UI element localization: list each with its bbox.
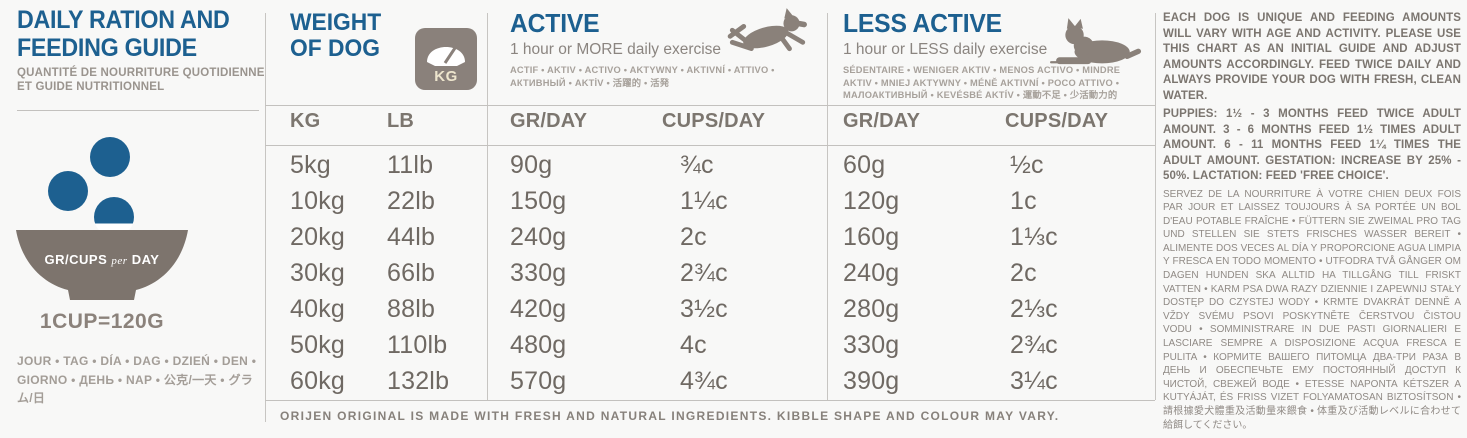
active-translations: ACTIF • AKTIV • ACTIVO • AKTYWNY • AKTIV… <box>510 65 775 88</box>
table-cell: 120g <box>843 187 900 215</box>
table-cell: 4c <box>680 331 707 359</box>
table-row: 30kg 66lb 330g 2¾c 240g 2c <box>265 255 1155 291</box>
divider <box>827 13 828 400</box>
lying-dog-icon <box>1050 18 1142 65</box>
weight-of-dog-heading: WEIGHT OF DOG <box>290 9 382 62</box>
feeding-table: 5kg 11lb 90g ¾c 60g ½c 10kg 22lb 150g 1¼… <box>265 147 1155 399</box>
feeding-notes-panel: EACH DOG IS UNIQUE AND FEEDING AMOUNTS W… <box>1163 11 1461 432</box>
table-cell: 60g <box>843 151 886 179</box>
table-cell: 110lb <box>387 331 448 359</box>
column-header-less-gr: GR/DAY <box>843 110 921 132</box>
column-header-lb: LB <box>387 110 415 132</box>
table-cell: 2c <box>680 223 707 251</box>
bowl-label: GR/CUPS per DAY <box>14 252 190 267</box>
day-translations: JOUR • TAG • DÍA • DAG • DZIEŃ • DEN • G… <box>17 354 257 405</box>
bowl-label-per: per <box>111 255 128 267</box>
less-active-translations: SÉDENTAIRE • WENIGER AKTIV • MENOS ACTIV… <box>843 65 1121 100</box>
column-header-active-cups: CUPS/DAY <box>662 110 766 132</box>
table-cell: 2⅓c <box>1010 295 1058 323</box>
feeding-note-translations: SERVEZ DE LA NOURRITURE À VOTRE CHIEN DE… <box>1163 188 1461 431</box>
divider <box>1155 13 1156 400</box>
table-cell: 88lb <box>387 295 436 323</box>
table-cell: 420g <box>510 295 567 323</box>
table-row: 40kg 88lb 420g 3½c 280g 2⅓c <box>265 291 1155 327</box>
puppies-feeding-note: PUPPIES: 1½ - 3 MONTHS FEED TWICE ADULT … <box>1163 108 1461 182</box>
divider <box>17 110 259 111</box>
table-cell: 30kg <box>290 259 346 287</box>
table-cell: 1c <box>1010 187 1037 215</box>
table-cell: 280g <box>843 295 900 323</box>
table-cell: 1⅓c <box>1010 223 1058 251</box>
table-cell: 3½c <box>680 295 728 323</box>
kibble-dot-icon <box>48 171 88 211</box>
table-cell: 90g <box>510 151 553 179</box>
table-cell: 2¾c <box>1010 331 1058 359</box>
table-cell: 10kg <box>290 187 346 215</box>
table-cell: 240g <box>510 223 567 251</box>
table-cell: 480g <box>510 331 567 359</box>
table-row: 50kg 110lb 480g 4c 330g 2¾c <box>265 327 1155 363</box>
table-cell: 1¼c <box>680 187 728 215</box>
column-header-active-gr: GR/DAY <box>510 110 588 132</box>
page-title: DAILY RATION AND FEEDING GUIDE <box>17 6 230 62</box>
column-header-less-cups: CUPS/DAY <box>1005 110 1109 132</box>
table-cell: 22lb <box>387 187 436 215</box>
table-cell: ¾c <box>680 151 714 179</box>
active-heading: ACTIVE <box>510 8 600 38</box>
table-cell: 150g <box>510 187 567 215</box>
kibble-dot-icon <box>90 137 130 177</box>
scale-kg-label: KG <box>434 68 458 85</box>
divider <box>487 13 488 400</box>
divider <box>265 13 266 422</box>
table-row: 10kg 22lb 150g 1¼c 120g 1c <box>265 183 1155 219</box>
general-feeding-note: EACH DOG IS UNIQUE AND FEEDING AMOUNTS W… <box>1163 12 1461 102</box>
table-cell: 60kg <box>290 367 346 395</box>
column-header-kg: KG <box>290 110 321 132</box>
table-cell: 5kg <box>290 151 331 179</box>
active-subtitle: 1 hour or MORE daily exercise <box>510 41 722 58</box>
table-cell: 160g <box>843 223 900 251</box>
table-cell: 330g <box>843 331 900 359</box>
less-active-subtitle: 1 hour or LESS daily exercise <box>843 41 1048 58</box>
table-cell: 240g <box>843 259 900 287</box>
table-cell: 2¾c <box>680 259 728 287</box>
table-cell: 44lb <box>387 223 436 251</box>
scale-dial-icon <box>427 44 465 66</box>
table-cell: 3¼c <box>1010 367 1058 395</box>
divider <box>265 105 1155 106</box>
table-cell: 66lb <box>387 259 436 287</box>
page-subtitle-french: QUANTITÉ DE NOURRITURE QUOTIDIENNE ET GU… <box>17 67 265 93</box>
bowl-shape-icon <box>16 230 188 300</box>
kibble-footnote: ORIJEN ORIGINAL IS MADE WITH FRESH AND N… <box>280 409 1060 423</box>
divider <box>265 145 1155 146</box>
table-cell: 330g <box>510 259 567 287</box>
bowl-label-gr-cups: GR/CUPS <box>44 252 108 267</box>
table-row: 5kg 11lb 90g ¾c 60g ½c <box>265 147 1155 183</box>
table-cell: 20kg <box>290 223 346 251</box>
bowl-label-day: DAY <box>131 252 160 267</box>
table-row: 20kg 44lb 240g 2c 160g 1⅓c <box>265 219 1155 255</box>
table-cell: ½c <box>1010 151 1044 179</box>
weight-scale-icon: KG <box>415 28 477 90</box>
table-cell: 50kg <box>290 331 346 359</box>
table-cell: 132lb <box>387 367 450 395</box>
table-cell: 570g <box>510 367 567 395</box>
less-active-heading: LESS ACTIVE <box>843 8 1002 38</box>
table-cell: 4¾c <box>680 367 728 395</box>
table-cell: 11lb <box>387 151 434 179</box>
running-dog-icon <box>727 8 807 52</box>
cup-equivalence: 1CUP=120G <box>39 310 165 333</box>
divider <box>265 400 1155 401</box>
table-cell: 390g <box>843 367 900 395</box>
table-cell: 40kg <box>290 295 346 323</box>
table-row: 60kg 132lb 570g 4¾c 390g 3¼c <box>265 363 1155 399</box>
table-cell: 2c <box>1010 259 1037 287</box>
